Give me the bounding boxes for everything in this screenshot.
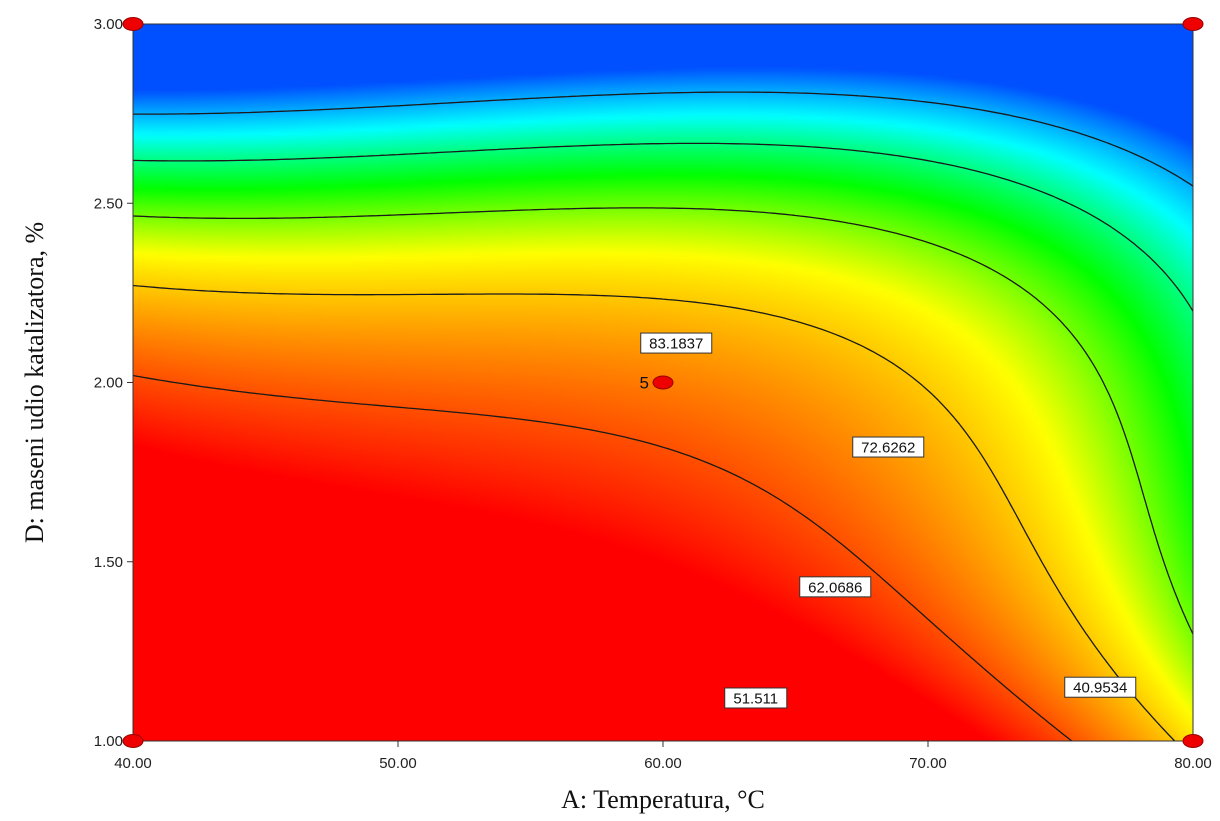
x-tick-label: 80.00: [1174, 755, 1212, 772]
contour-label: 72.6262: [852, 436, 925, 458]
contour-label-box: [640, 332, 713, 354]
contour-label-box: [852, 436, 925, 458]
x-tick-label: 50.00: [379, 755, 417, 772]
design-point-label: 5: [640, 374, 649, 393]
x-tick-label: 60.00: [644, 755, 682, 772]
design-point: [1182, 734, 1204, 748]
contour-label-text: 62.0686: [808, 579, 862, 596]
contour-label: 40.9534: [1064, 676, 1137, 698]
contour-label-text: 40.9534: [1073, 680, 1127, 697]
y-tick-label: 3.00: [94, 16, 123, 33]
contour-label: 62.0686: [799, 576, 872, 598]
y-axis-title: D: maseni udio katalizatora, %: [20, 222, 49, 543]
contour-label-box: [1064, 676, 1137, 698]
contour-label-text: 51.511: [733, 690, 778, 707]
design-point: [1182, 17, 1204, 31]
y-tick-label: 1.50: [94, 554, 123, 571]
design-point: [122, 734, 144, 748]
contour-label-box: [724, 687, 788, 709]
contour-label-box: [799, 576, 872, 598]
y-tick-label: 2.50: [94, 195, 123, 212]
contour-label: 51.511: [724, 687, 788, 709]
x-axis-title: A: Temperatura, °C: [561, 785, 765, 814]
contour-label: 83.1837: [640, 332, 713, 354]
y-tick-label: 2.00: [94, 375, 123, 392]
x-tick-label: 40.00: [114, 755, 152, 772]
contour-line-3: [132, 284, 1176, 742]
design-point: [122, 17, 144, 31]
design-point: [652, 375, 674, 390]
x-tick-label: 70.00: [909, 755, 947, 772]
contour-line-0: [133, 91, 1194, 187]
contour-label-text: 72.6262: [861, 440, 915, 457]
contour-line-4: [132, 374, 1073, 742]
y-tick-label: 1.00: [94, 733, 123, 750]
contour-label-text: 83.1837: [649, 336, 703, 353]
